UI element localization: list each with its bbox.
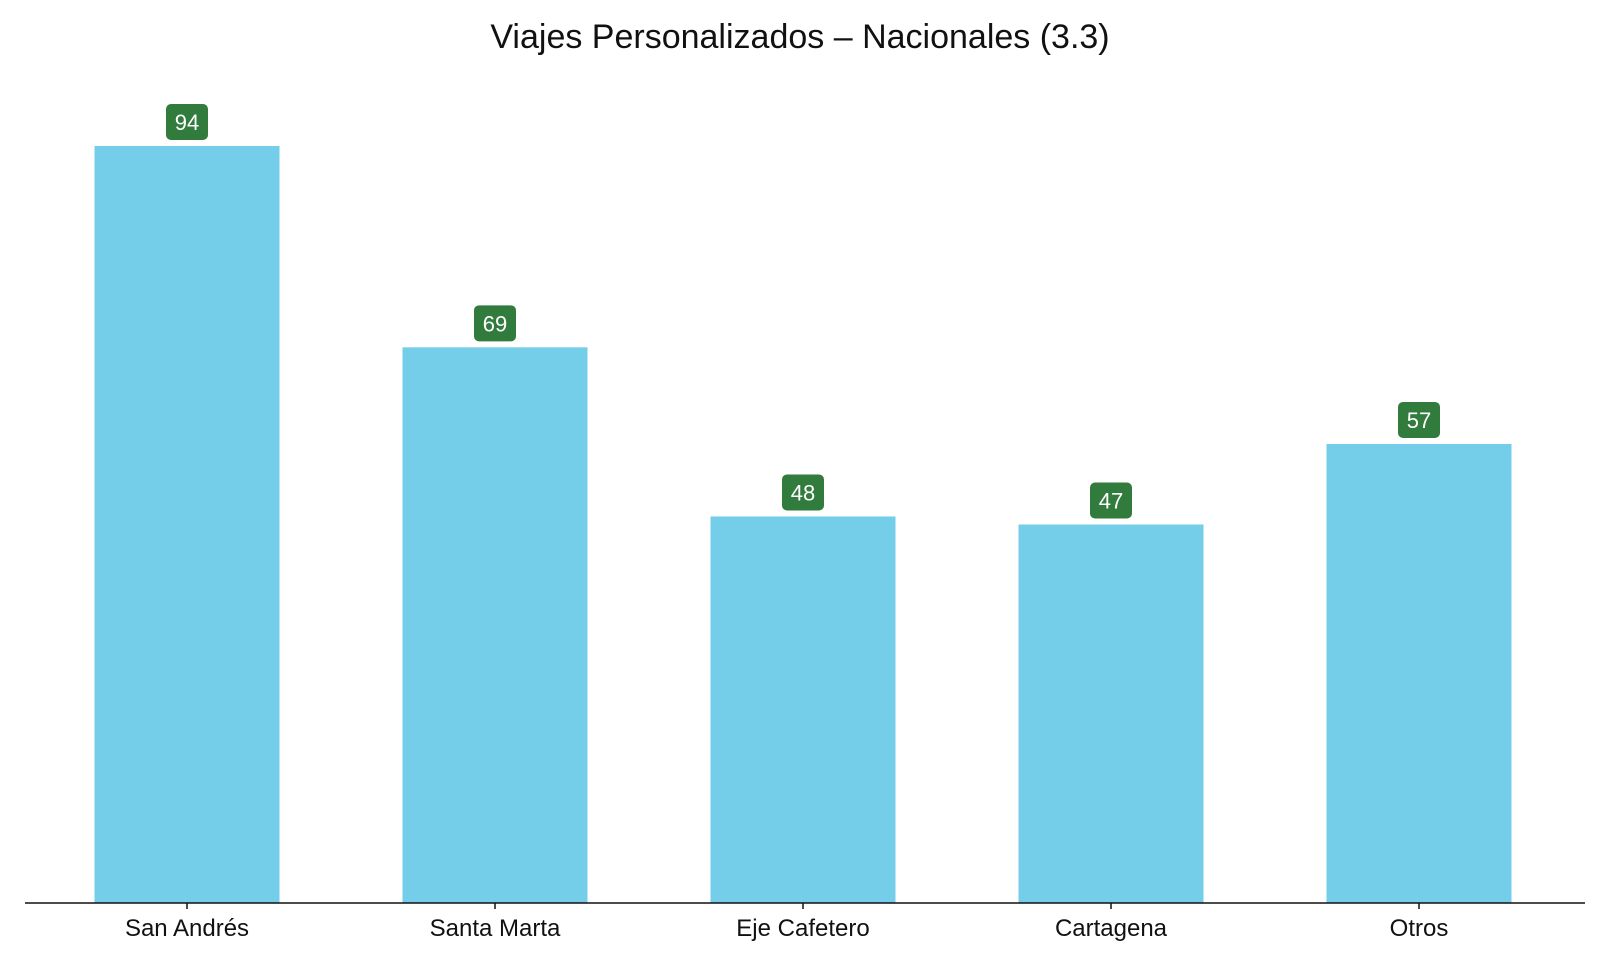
data-label-eje-cafetero: 48: [791, 480, 815, 505]
bars-group: [94, 146, 1512, 903]
x-ticks-group: San Andrés Santa Marta Eje Cafetero Cartage…: [125, 903, 1448, 942]
bar-cartagena: [1018, 524, 1204, 903]
bar-eje-cafetero: [710, 516, 896, 903]
data-label-badge-san-andres: [166, 104, 208, 140]
data-label-badge-cartagena: [1090, 482, 1132, 519]
x-tick-label-eje-cafetero: Eje Cafetero: [736, 915, 869, 942]
data-label-santa-marta: 69: [483, 311, 507, 336]
data-label-otros: 57: [1407, 408, 1431, 433]
data-labels-group: 94 69 48 47 57: [166, 104, 1440, 519]
data-label-san-andres: 94: [175, 110, 199, 135]
data-label-cartagena: 47: [1099, 489, 1123, 514]
data-label-badge-otros: [1398, 401, 1440, 438]
bar-otros: [1326, 443, 1512, 903]
data-label-badge-eje-cafetero: [782, 474, 824, 511]
x-tick-label-otros: Otros: [1390, 915, 1449, 942]
bar-san-andres: [94, 146, 280, 903]
x-tick-label-san-andres: San Andrés: [125, 915, 249, 942]
bar-santa-marta: [402, 347, 588, 903]
x-tick-label-cartagena: Cartagena: [1055, 915, 1168, 942]
data-label-badge-santa-marta: [474, 305, 516, 342]
x-tick-label-santa-marta: Santa Marta: [430, 915, 561, 942]
chart-title: Viajes Personalizados – Nacionales (3.3): [490, 18, 1110, 56]
